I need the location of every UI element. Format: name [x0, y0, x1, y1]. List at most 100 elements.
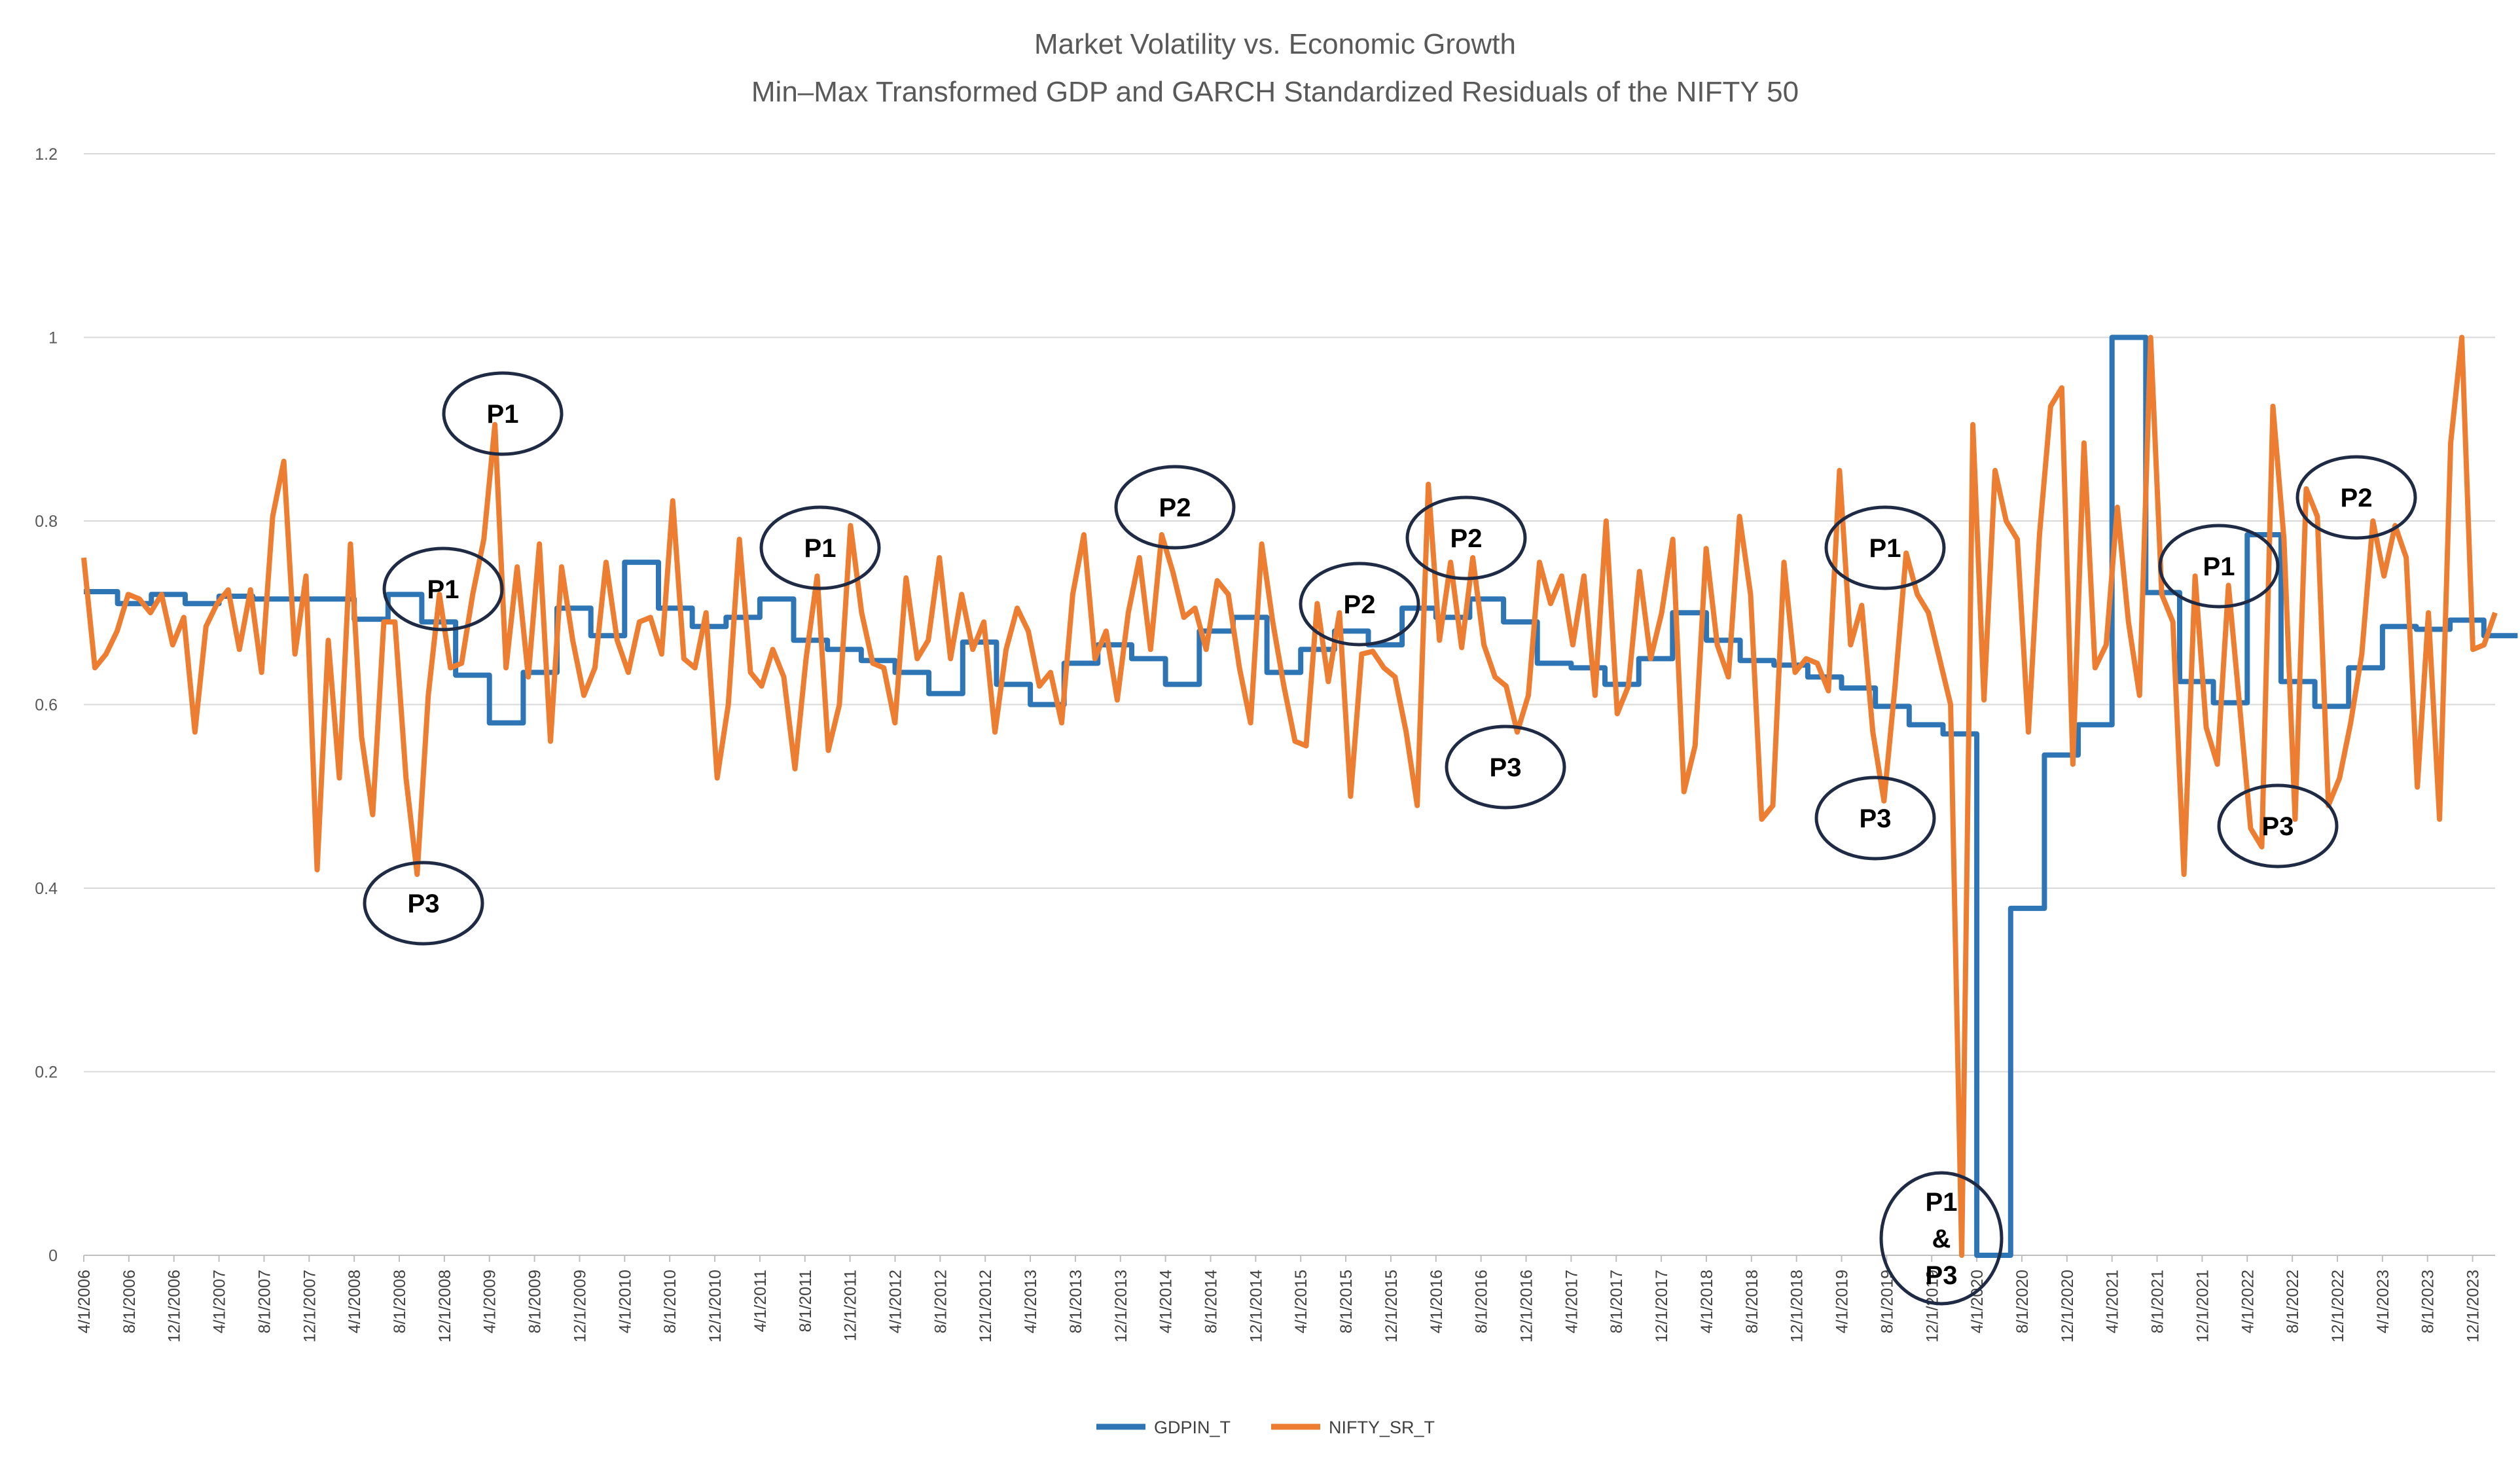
x-tick-label: 8/1/2021 — [2149, 1270, 2167, 1333]
x-tick-label: 4/1/2018 — [1698, 1270, 1716, 1333]
annotation-ellipse — [442, 371, 564, 456]
annotation-ellipse — [1824, 505, 1946, 590]
x-tick-label: 8/1/2011 — [797, 1270, 815, 1332]
x-tick-label: 12/1/2020 — [2059, 1270, 2077, 1342]
x-tick-label: 8/1/2009 — [526, 1270, 545, 1333]
x-tick-label: 8/1/2006 — [120, 1270, 139, 1333]
x-axis: 4/1/2006 8/1/2006 12/1/2006 4/1/2007 8/1/200… — [75, 1255, 2483, 1342]
x-tick-label: 12/1/2021 — [2193, 1270, 2212, 1342]
annotation-label: & — [1932, 1225, 1951, 1253]
annotation-label: P3 — [1490, 753, 1522, 782]
x-tick-label: 8/1/2015 — [1337, 1270, 1356, 1333]
x-tick-label: 4/1/2013 — [1022, 1270, 1040, 1333]
x-tick-label: 4/1/2020 — [1968, 1270, 1987, 1333]
annotation-label: P3 — [408, 889, 440, 918]
annotations: P1 P3 P1 P1 P2 P2 P2 P3 P1 P3 P1 P3 P2 P1 & P3 — [363, 371, 2417, 1306]
series-line-nifty-sr-t — [81, 334, 2498, 1258]
x-tick-label: 12/1/2008 — [436, 1270, 454, 1342]
annotation-ellipse — [1879, 1171, 2004, 1306]
x-tick-label: 4/1/2011 — [751, 1270, 770, 1332]
annotation-label: P1 — [487, 400, 519, 429]
annotation-label: P2 — [1159, 493, 1191, 522]
y-tick-label: 1.2 — [35, 145, 58, 164]
y-tick-label: 0.4 — [35, 880, 58, 898]
annotation-ellipse — [759, 505, 881, 590]
legend: GDPIN_T NIFTY_SR_T — [1096, 1418, 1435, 1437]
x-tick-label: 12/1/2011 — [842, 1270, 860, 1341]
x-tick-label: 4/1/2016 — [1428, 1270, 1446, 1333]
x-tick-label: 8/1/2023 — [2419, 1270, 2438, 1333]
legend-label: GDPIN_T — [1154, 1418, 1231, 1437]
x-tick-label: 4/1/2021 — [2104, 1270, 2122, 1333]
x-tick-label: 8/1/2016 — [1473, 1270, 1491, 1333]
x-tick-label: 8/1/2013 — [1067, 1270, 1085, 1333]
x-tick-label: 4/1/2014 — [1157, 1270, 1176, 1333]
y-tick-label: 0.6 — [35, 696, 58, 715]
x-tick-label: 12/1/2006 — [166, 1270, 184, 1342]
chart-title: Market Volatility vs. Economic Growth — [1034, 28, 1516, 60]
chart-subtitle: Min–Max Transformed GDP and GARCH Standa… — [751, 76, 1799, 108]
x-tick-label: 4/1/2009 — [481, 1270, 499, 1333]
x-tick-label: 12/1/2010 — [706, 1270, 725, 1342]
annotation-label: P1 — [804, 534, 837, 563]
annotation-ellipse — [1445, 725, 1566, 810]
annotation-label: P3 — [1926, 1261, 1958, 1290]
x-tick-label: 12/1/2017 — [1653, 1270, 1671, 1342]
x-tick-label: 12/1/2023 — [2464, 1270, 2483, 1342]
x-tick-label: 4/1/2007 — [211, 1270, 229, 1333]
x-tick-label: 12/1/2009 — [571, 1270, 589, 1342]
x-tick-label: 4/1/2017 — [1562, 1270, 1581, 1333]
x-tick-label: 8/1/2022 — [2284, 1270, 2302, 1333]
annotation-ellipse — [2217, 783, 2339, 868]
y-tick-label: 0.8 — [35, 512, 58, 531]
series-lines — [81, 334, 2518, 1258]
x-tick-label: 8/1/2007 — [255, 1270, 274, 1333]
x-tick-label: 4/1/2010 — [616, 1270, 634, 1333]
annotation-ellipse — [1405, 495, 1527, 581]
x-tick-label: 8/1/2020 — [2013, 1270, 2032, 1333]
annotation-label: P1 — [427, 575, 459, 604]
gridlines — [84, 153, 2495, 1256]
y-tick-label: 0.2 — [35, 1064, 58, 1082]
annotation-label: P2 — [2341, 484, 2373, 512]
y-tick-label: 1 — [48, 329, 58, 348]
x-tick-label: 4/1/2023 — [2374, 1270, 2392, 1333]
annotation-label: P2 — [1344, 590, 1376, 619]
x-tick-label: 4/1/2008 — [346, 1270, 364, 1333]
x-tick-label: 4/1/2012 — [886, 1270, 905, 1333]
annotation-ellipse — [1299, 562, 1420, 647]
x-tick-label: 4/1/2015 — [1292, 1270, 1310, 1333]
annotation-label: P1 — [1869, 534, 1901, 563]
annotation-ellipse — [1114, 465, 1236, 550]
annotation-label: P2 — [1450, 524, 1483, 553]
y-tick-label: 0 — [48, 1247, 58, 1265]
annotation-ellipse — [382, 546, 504, 632]
y-axis: 0 0.2 0.4 0.6 0.8 1 1.2 — [35, 145, 58, 1265]
series-line-gdpin-t — [84, 334, 2518, 1258]
annotation-label: P3 — [1860, 804, 1892, 833]
x-tick-label: 12/1/2007 — [300, 1270, 319, 1342]
x-tick-label: 4/1/2019 — [1833, 1270, 1852, 1333]
annotation-label: P1 — [1926, 1188, 1958, 1217]
x-tick-label: 12/1/2016 — [1518, 1270, 1536, 1342]
x-tick-label: 8/1/2014 — [1202, 1270, 1220, 1333]
annotation-ellipse — [2158, 524, 2280, 609]
x-tick-label: 12/1/2022 — [2329, 1270, 2347, 1342]
x-tick-label: 12/1/2014 — [1247, 1270, 1265, 1342]
x-tick-label: 12/1/2018 — [1788, 1270, 1807, 1342]
x-tick-label: 8/1/2017 — [1608, 1270, 1626, 1333]
annotation-label: P3 — [2262, 812, 2294, 841]
x-tick-label: 8/1/2010 — [661, 1270, 679, 1333]
x-tick-label: 4/1/2022 — [2239, 1270, 2257, 1333]
x-tick-label: 4/1/2006 — [75, 1270, 94, 1333]
x-tick-label: 8/1/2018 — [1743, 1270, 1761, 1333]
annotation-ellipse — [2295, 455, 2417, 540]
x-tick-label: 12/1/2015 — [1382, 1270, 1401, 1342]
x-tick-label: 8/1/2012 — [931, 1270, 950, 1333]
legend-label: NIFTY_SR_T — [1329, 1418, 1435, 1437]
annotation-ellipse — [1814, 776, 1936, 861]
annotation-ellipse — [363, 861, 484, 946]
x-tick-label: 8/1/2008 — [391, 1270, 409, 1333]
